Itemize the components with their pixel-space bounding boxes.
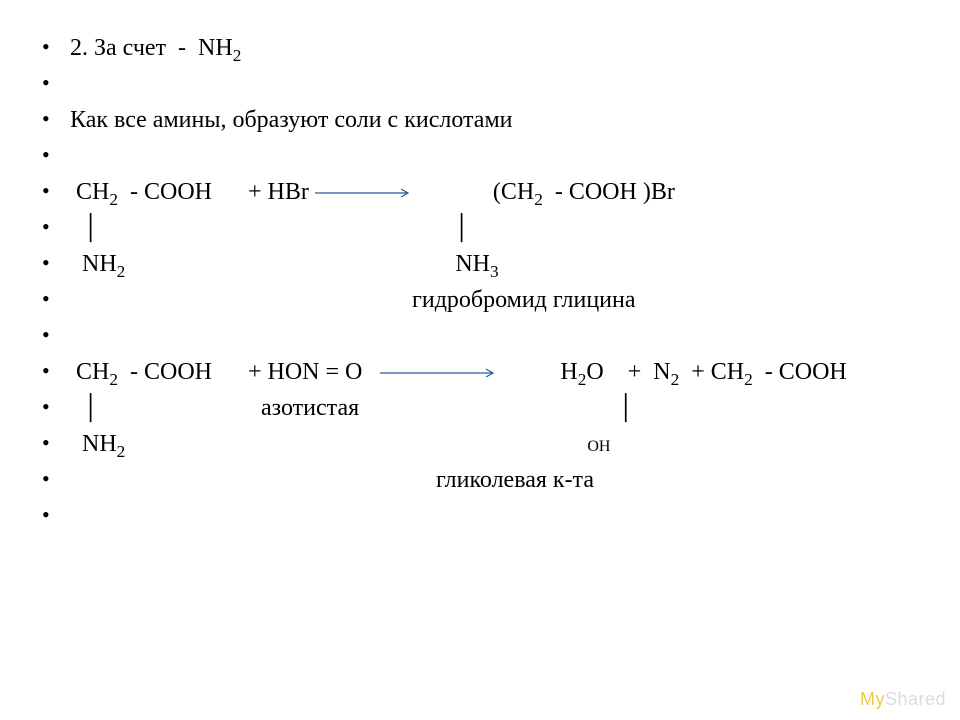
text: NH2 ОН [70, 431, 610, 457]
bullet-line: гидробромид глицина [70, 282, 930, 318]
arrow-icon [315, 187, 415, 199]
text: NH2 NH3 [70, 251, 499, 277]
bullet-line: │ │ [70, 210, 930, 246]
text: гликолевая к-та [70, 467, 594, 493]
watermark-rest: Shared [885, 689, 946, 709]
text: │ азотистая │ [70, 395, 634, 421]
arrow-icon [380, 367, 500, 379]
bullet-line: Как все амины, образуют соли с кислотами [70, 102, 930, 138]
bullet-line: NH2 ОН [70, 426, 930, 462]
text: СН2 - СООН + HBr (СН2 - СООН )Br [70, 179, 675, 205]
bullet-line: гликолевая к-та [70, 462, 930, 498]
bullet-line [70, 498, 930, 534]
text: 2. За счет - NH2 [70, 35, 241, 61]
bullet-line [70, 138, 930, 174]
text: Как все амины, образуют соли с кислотами [70, 107, 512, 133]
watermark: MyShared [860, 689, 946, 710]
bullet-line [70, 318, 930, 354]
bullet-line [70, 66, 930, 102]
bullet-line: NH2 NH3 [70, 246, 930, 282]
text: │ │ [70, 215, 470, 241]
watermark-accent: My [860, 689, 885, 709]
bullet-line: СН2 - СООН + HON = O H2O + N2 + СН2 - СО… [70, 354, 930, 390]
text: гидробромид глицина [70, 287, 636, 313]
text: СН2 - СООН + HON = O H2O + N2 + СН2 - СО… [70, 359, 847, 385]
bullet-line: 2. За счет - NH2 [70, 30, 930, 66]
bullet-line: │ азотистая │ [70, 390, 930, 426]
bullet-line: СН2 - СООН + HBr (СН2 - СООН )Br [70, 174, 930, 210]
